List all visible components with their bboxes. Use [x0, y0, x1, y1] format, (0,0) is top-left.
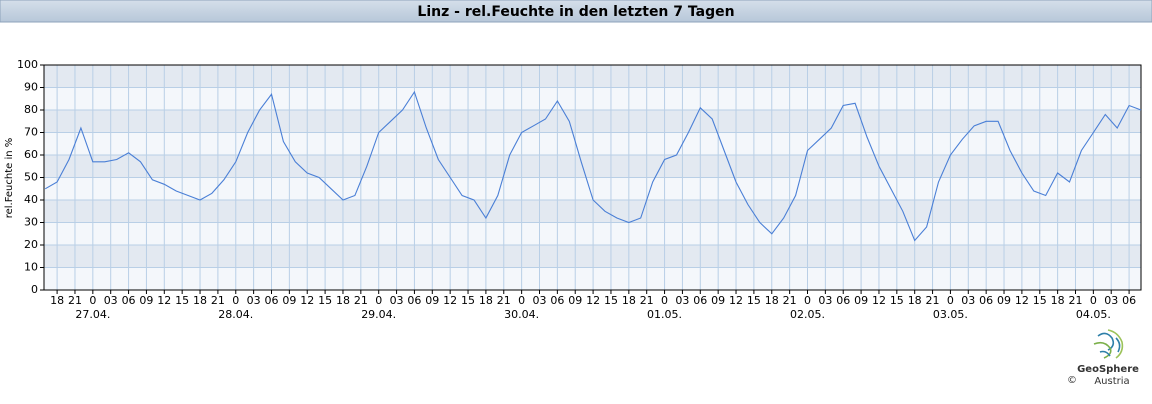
- y-tick-label: 90: [24, 81, 38, 94]
- x-tick-label: 06: [550, 294, 564, 307]
- plot-frame: [43, 64, 1142, 291]
- x-tick-label: 0: [232, 294, 239, 307]
- chart-title: Linz - rel.Feuchte in den letzten 7 Tage…: [417, 4, 734, 20]
- x-tick-label: 06: [693, 294, 707, 307]
- date-label: 30.04.: [504, 308, 539, 321]
- y-tick-label: 80: [24, 103, 38, 116]
- y-tick-label: 20: [24, 238, 38, 251]
- logo-icon: [1093, 329, 1124, 359]
- y-axis-label: rel.Feuchte in %: [4, 138, 15, 219]
- x-tick-label: 09: [997, 294, 1011, 307]
- x-tick-label: 03: [390, 294, 404, 307]
- x-tick-label: 18: [336, 294, 350, 307]
- x-tick-label: 06: [979, 294, 993, 307]
- x-tick-label: 0: [661, 294, 668, 307]
- x-tick-label: 21: [211, 294, 225, 307]
- x-tick-label: 06: [122, 294, 136, 307]
- x-tick-label: 09: [568, 294, 582, 307]
- y-tick-label: 70: [24, 126, 38, 139]
- x-tick-label: 15: [890, 294, 904, 307]
- x-tick-label: 12: [1015, 294, 1029, 307]
- y-tick-label: 50: [24, 171, 38, 184]
- x-tick-label: 09: [711, 294, 725, 307]
- x-tick-label: 09: [139, 294, 153, 307]
- x-tick-label: 15: [461, 294, 475, 307]
- x-tick-label: 0: [375, 294, 382, 307]
- x-tick-label: 12: [300, 294, 314, 307]
- x-tick-label: 18: [765, 294, 779, 307]
- x-tick-label: 12: [586, 294, 600, 307]
- title-bar: [0, 0, 1152, 23]
- y-tick-label: 10: [24, 261, 38, 274]
- y-tick-label: 30: [24, 216, 38, 229]
- x-tick-label: 0: [1090, 294, 1097, 307]
- x-tick-label: 18: [908, 294, 922, 307]
- logo-name: GeoSphere: [1077, 364, 1139, 375]
- x-tick-label: 18: [50, 294, 64, 307]
- date-label: 04.05.: [1076, 308, 1111, 321]
- x-tick-label: 06: [836, 294, 850, 307]
- grid-band: [44, 65, 1141, 88]
- plot-area: [44, 64, 1141, 291]
- x-tick-label: 03: [675, 294, 689, 307]
- x-tick-label: 03: [532, 294, 546, 307]
- y-tick-label: 60: [24, 148, 38, 161]
- grid-band: [44, 245, 1141, 268]
- x-tick-label: 18: [1051, 294, 1065, 307]
- x-tick-label: 0: [89, 294, 96, 307]
- x-tick-label: 21: [497, 294, 511, 307]
- x-tick-label: 21: [926, 294, 940, 307]
- x-tick-label: 06: [264, 294, 278, 307]
- copyright: ©: [1067, 375, 1077, 386]
- x-tick-label: 06: [407, 294, 421, 307]
- data-line: [44, 90, 1142, 242]
- x-tick-label: 09: [425, 294, 439, 307]
- date-label: 29.04.: [361, 308, 396, 321]
- y-tick-label: 100: [17, 58, 38, 71]
- date-label: 01.05.: [647, 308, 682, 321]
- x-tick-label: 21: [640, 294, 654, 307]
- y-tick-label: 0: [31, 283, 38, 296]
- x-tick-label: 15: [747, 294, 761, 307]
- grid-band: [44, 110, 1141, 133]
- y-tick-label: 40: [24, 193, 38, 206]
- logo-sub: Austria: [1094, 376, 1129, 387]
- date-label: 27.04.: [75, 308, 110, 321]
- x-tick-label: 18: [193, 294, 207, 307]
- grid-band: [44, 200, 1141, 223]
- grid-band: [44, 155, 1141, 178]
- date-label: 28.04.: [218, 308, 253, 321]
- x-tick-label: 18: [622, 294, 636, 307]
- x-tick-label: 0: [804, 294, 811, 307]
- x-tick-label: 15: [1033, 294, 1047, 307]
- x-tick-label: 12: [157, 294, 171, 307]
- x-tick-label: 0: [947, 294, 954, 307]
- x-tick-label: 21: [68, 294, 82, 307]
- x-tick-label: 12: [872, 294, 886, 307]
- x-tick-label: 03: [104, 294, 118, 307]
- x-tick-label: 12: [443, 294, 457, 307]
- x-tick-label: 21: [783, 294, 797, 307]
- x-tick-label: 03: [247, 294, 261, 307]
- x-tick-label: 21: [1068, 294, 1082, 307]
- x-tick-label: 15: [318, 294, 332, 307]
- x-tick-label: 0: [518, 294, 525, 307]
- x-tick-label: 03: [961, 294, 975, 307]
- x-tick-label: 09: [282, 294, 296, 307]
- x-tick-label: 18: [479, 294, 493, 307]
- x-tick-label: 03: [1104, 294, 1118, 307]
- x-tick-label: 21: [354, 294, 368, 307]
- x-tick-label: 15: [604, 294, 618, 307]
- x-tick-label: 12: [729, 294, 743, 307]
- date-label: 02.05.: [790, 308, 825, 321]
- x-tick-label: 03: [818, 294, 832, 307]
- date-label: 03.05.: [933, 308, 968, 321]
- x-tick-label: 06: [1122, 294, 1136, 307]
- x-tick-label: 15: [175, 294, 189, 307]
- x-tick-label: 09: [854, 294, 868, 307]
